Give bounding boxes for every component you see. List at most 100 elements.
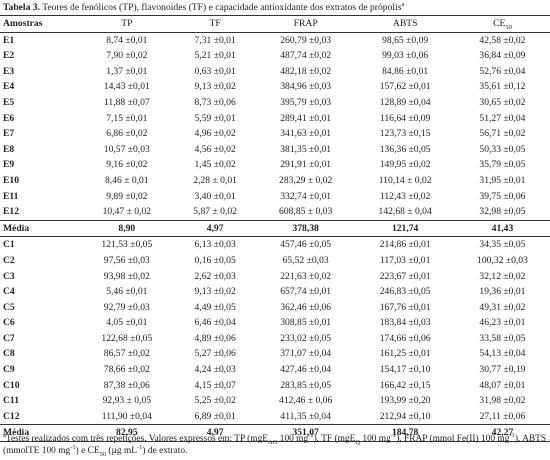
table-row: E5 11,88 ±0,07 8,73 ±0,06 395,79 ±0,03 128,8…: [0, 95, 550, 111]
footnote-part: a: [3, 431, 6, 439]
value-cell: 92,79 ±0,03: [103, 301, 150, 313]
sample-cell: C3: [3, 270, 15, 282]
footnote-part: ), TF (mgE: [313, 434, 356, 444]
value-cell: 482,18 ±0,02: [280, 65, 332, 77]
table-header: Amostras TP TF FRAP ABTS CE50: [0, 15, 550, 33]
value-cell: 99,03 ±0,06: [382, 50, 429, 62]
footnote-part: ) e CE: [75, 446, 100, 456]
value-cell: 142,68 ± 0,04: [378, 206, 432, 218]
value-cell: 10,47 ± 0,02: [102, 206, 152, 218]
value-cell: 9,13 ±0,02: [194, 81, 236, 93]
value-cell: 27,11 ±0,06: [479, 410, 526, 422]
sample-cell: C8: [3, 348, 15, 360]
value-cell: 362,46 ±0,06: [280, 301, 332, 313]
value-cell: 7,31 ±0,01: [194, 34, 236, 46]
value-cell: 32,12 ±0,02: [479, 270, 526, 282]
table-row: C1 121,53 ±0,05 6,13 ±0,03 457,46 ±0,05 214,…: [0, 237, 550, 253]
value-cell: 371,07 ±0,04: [280, 348, 332, 360]
sample-cell: C9: [3, 364, 15, 376]
footnote-part: 50: [99, 450, 107, 458]
value-cell: 4,96 ±0,02: [194, 128, 236, 140]
table-row: C4 5,46 ±0,01 9,13 ±0,02 657,74 ±0,01 246,83…: [0, 284, 550, 300]
value-cell: 54,13 ±0,04: [479, 348, 526, 360]
table-row: C12 111,90 ±0,04 6,89 ±0,01 411,35 ±0,04 212…: [0, 409, 550, 425]
value-cell: 193,99 ±0,20: [379, 395, 431, 407]
footnote-part: -1: [390, 431, 397, 439]
value-cell: 4,05 ±0,01: [106, 317, 148, 329]
value-cell: 122,68 ±0,05: [101, 332, 153, 344]
value-cell: 4,49 ±0,05: [194, 301, 236, 313]
value-cell: 2,28 ± 0,01: [193, 174, 237, 186]
value-cell: 233,02 ±0,05: [280, 332, 332, 344]
value-cell: 608,85 ± 0,03: [279, 206, 333, 218]
mean-row: Média 8,90 4,97 378,38 121,74 41,43: [0, 220, 550, 237]
table-row: C11 92,93 ± 0,05 5,25 ±0,02 412,46 ± 0,06 19…: [0, 393, 550, 409]
value-cell: 289,41 ±0,01: [280, 112, 332, 124]
value-cell: 52,76 ±0,04: [479, 65, 526, 77]
sample-cell: C12: [3, 410, 20, 422]
data-table: Amostras TP TF FRAP ABTS CE50 E1 8,74 ±0,01 7,3…: [0, 15, 550, 442]
value-cell: 42,58 ±0,02: [479, 34, 526, 46]
value-cell: 246,83 ±0,05: [379, 286, 431, 298]
table-row: E4 14,43 ±0,01 9,13 ±0,02 384,96 ±0,03 157,6…: [0, 79, 550, 95]
value-cell: 7,15 ±0,01: [106, 112, 148, 124]
sample-cell: C6: [3, 317, 15, 329]
value-cell: 1,45 ±0,02: [194, 159, 236, 171]
sample-cell: E4: [3, 81, 15, 93]
value-cell: 6,86 ±0,02: [106, 128, 148, 140]
footnote-part: -1: [136, 443, 143, 451]
value-cell: 35,61 ±0,12: [479, 81, 526, 93]
table-row: E3 1,37 ±0,01 0,63 ±0,01 482,18 ±0,02 84,86 …: [0, 64, 550, 80]
value-cell: 9,16 ±0,02: [106, 159, 148, 171]
value-cell: 51,27 ±0,04: [479, 112, 526, 124]
value-cell: 36,84 ±0,09: [479, 50, 526, 62]
header-cell: FRAP: [293, 18, 318, 29]
value-cell: 19,36 ±0,01: [479, 286, 526, 298]
value-cell: 384,96 ±0,03: [280, 81, 332, 93]
header-cell: TP: [121, 18, 133, 29]
table-body: E1 8,74 ±0,01 7,31 ±0,01 260,79 ±0,03 98,65 …: [0, 32, 550, 442]
value-cell: 657,74 ±0,01: [280, 286, 332, 298]
mean-cell: 82,95: [116, 427, 138, 439]
value-cell: 154,17 ±0,10: [379, 364, 431, 376]
header-cell: ABTS: [392, 18, 418, 29]
footnote-part: Q: [355, 438, 361, 446]
table-row: C2 97,56 ±0,03 0,16 ±0,05 65,52 ±0,03 117,03…: [0, 253, 550, 269]
value-cell: 10,57 ±0,03: [103, 143, 150, 155]
value-cell: 92,93 ± 0,05: [102, 395, 152, 407]
mean-cell: 4,97: [206, 427, 224, 439]
value-cell: 341,63 ±0,01: [280, 128, 332, 140]
table-row: C9 78,66 ±0,02 4,24 ±0,03 427,46 ±0,04 154,1…: [0, 362, 550, 378]
mean-cell: 378,38: [292, 222, 319, 234]
sample-cell: C5: [3, 301, 15, 313]
value-cell: 5,87 ± 0,02: [193, 206, 237, 218]
value-cell: 78,66 ±0,02: [103, 364, 150, 376]
value-cell: 32,98 ±0,05: [479, 206, 526, 218]
header-cell: TF: [209, 18, 221, 29]
table-row: E9 9,16 ±0,02 1,45 ±0,02 291,91 ±0,01 149,95…: [0, 157, 550, 173]
header-cell: CE50: [493, 18, 512, 31]
value-cell: 128,89 ±0,04: [379, 96, 431, 108]
footnote-part: -1: [308, 431, 314, 439]
value-cell: 136,36 ±0,05: [379, 143, 431, 155]
value-cell: 4,56 ±0,02: [194, 143, 236, 155]
mean-cell: 121,74: [391, 222, 419, 234]
sample-cell: E8: [3, 143, 15, 155]
footnote-part: ), FRAP (mmol Fe(II) 100 mg: [396, 434, 510, 444]
value-cell: 48,07 ±0,01: [479, 379, 526, 391]
value-cell: 84,86 ±0,01: [382, 65, 429, 77]
value-cell: 6,13 ±0,03: [194, 239, 236, 251]
value-cell: 283,85 ±0,05: [280, 379, 332, 391]
value-cell: 100,32 ±0,03: [477, 254, 528, 266]
value-cell: 5,27 ±0,06: [194, 348, 236, 360]
value-cell: 6,46 ±0,04: [194, 317, 236, 329]
footnote-part: (µg mL: [106, 446, 137, 456]
sample-cell: E12: [3, 206, 19, 218]
value-cell: 260,79 ±0,03: [280, 34, 332, 46]
value-cell: 14,43 ±0,01: [103, 81, 150, 93]
value-cell: 5,21 ±0,01: [194, 50, 236, 62]
value-cell: 4,24 ±0,03: [194, 364, 236, 376]
value-cell: 457,46 ±0,05: [280, 239, 332, 251]
value-cell: 50,33 ±0,05: [479, 143, 526, 155]
